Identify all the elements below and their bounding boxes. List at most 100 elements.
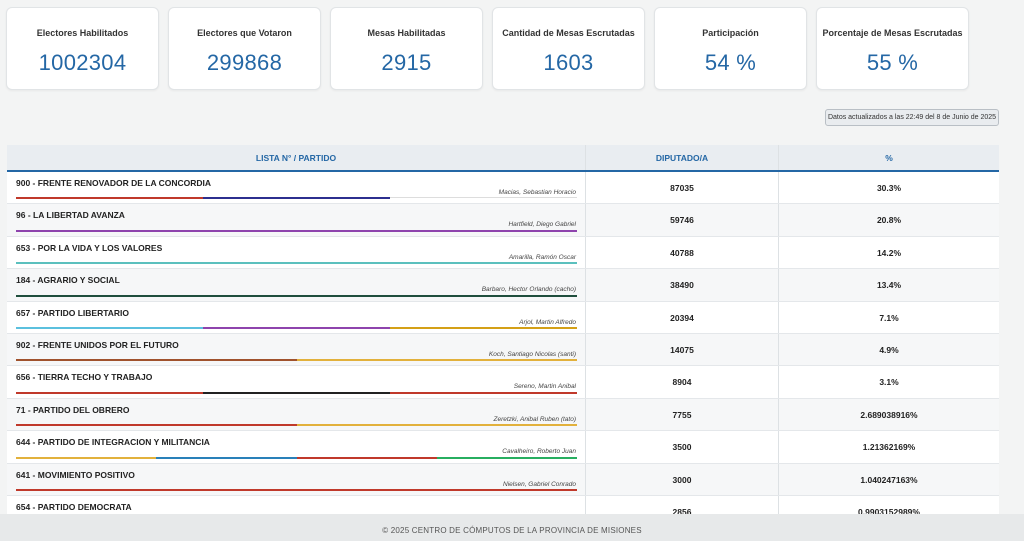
stat-card-participacion: Participación 54 % xyxy=(654,7,807,90)
stat-value: 1603 xyxy=(543,50,594,75)
stat-value: 299868 xyxy=(206,50,283,75)
color-segment xyxy=(16,359,297,362)
color-segment xyxy=(296,424,577,427)
votes-cell: 59746 xyxy=(586,204,779,236)
color-segment xyxy=(390,326,577,329)
percent-cell: 14.2% xyxy=(876,247,902,258)
party-name: 657 - PARTIDO LIBERTARIO xyxy=(16,307,130,318)
party-name: 900 - FRENTE RENOVADOR DE LA CONCORDIA xyxy=(16,178,212,188)
party-color-bar xyxy=(16,488,577,491)
table-row: 184 - AGRARIO Y SOCIAL Barbaro, Hector Or… xyxy=(7,269,999,302)
party-color-bar xyxy=(16,262,577,265)
percent-cell: 3.1% xyxy=(879,377,899,388)
color-segment xyxy=(16,391,203,394)
color-segment xyxy=(296,456,437,459)
color-segment xyxy=(436,456,577,459)
votes-cell: 87035 xyxy=(586,172,779,204)
percent-cell: 4.9% xyxy=(879,344,899,355)
party-color-bar xyxy=(16,326,577,329)
candidate-name: Koch, Santiago Nicolas (santi) xyxy=(488,350,576,358)
party-name: 654 - PARTIDO DEMOCRATA xyxy=(16,501,132,512)
candidate-name: Nielsen, Gabriel Conrado xyxy=(503,480,576,488)
header-diputado: DIPUTADO/A xyxy=(586,145,779,170)
color-segment xyxy=(16,424,297,427)
party-name: 656 - TIERRA TECHO Y TRABAJO xyxy=(16,372,153,383)
votes-cell: 40788 xyxy=(586,236,779,269)
candidate-name: Sereno, Martin Anibal xyxy=(513,383,576,391)
color-segment xyxy=(16,326,203,329)
candidate-name: Cavalheiro, Roberto Juan xyxy=(502,448,576,456)
party-cell: 657 - PARTIDO LIBERTARIO Arjol, Martin Al… xyxy=(7,301,586,333)
votes-cell: 8904 xyxy=(586,366,779,398)
stat-card-mesas-habilitadas: Mesas Habilitadas 2915 xyxy=(330,7,483,90)
party-name: 71 - PARTIDO DEL OBRERO xyxy=(16,404,130,415)
update-timestamp-badge: Datos actualizados a las 22:49 del 8 de … xyxy=(825,109,999,126)
party-cell: 900 - FRENTE RENOVADOR DE LA CONCORDIA Ma… xyxy=(7,172,586,204)
votes-cell: 3000 xyxy=(586,463,779,495)
votes-cell: 7755 xyxy=(586,398,779,431)
candidate-name: Hartfield, Diego Gabriel xyxy=(508,221,576,229)
table-row: 656 - TIERRA TECHO Y TRABAJO Sereno, Mart… xyxy=(7,366,999,399)
table-row: 653 - POR LA VIDA Y LOS VALORES Amarilla,… xyxy=(7,236,999,270)
votes-cell: 38490 xyxy=(586,269,779,301)
party-name: 641 - MOVIMIENTO POSITIVO xyxy=(16,469,135,480)
color-segment xyxy=(203,391,390,394)
stat-value: 1002304 xyxy=(38,50,127,75)
votes-cell: 20394 xyxy=(586,301,779,333)
table-row: 641 - MOVIMIENTO POSITIVO Nielsen, Gabrie… xyxy=(7,463,999,496)
party-name: 902 - FRENTE UNIDOS POR EL FUTURO xyxy=(16,339,179,350)
party-cell: 184 - AGRARIO Y SOCIAL Barbaro, Hector Or… xyxy=(7,269,586,301)
table-row: 644 - PARTIDO DE INTEGRACION Y MILITANCI… xyxy=(7,431,999,464)
color-segment xyxy=(296,359,577,362)
percent-cell: 13.4% xyxy=(876,280,902,291)
color-segment xyxy=(16,262,577,265)
table-row: 657 - PARTIDO LIBERTARIO Arjol, Martin Al… xyxy=(7,301,999,334)
stat-card-mesas-escrutadas: Cantidad de Mesas Escrutadas 1603 xyxy=(492,7,645,90)
percent-cell: 20.8% xyxy=(876,215,902,226)
stat-label: Mesas Habilitadas xyxy=(367,28,446,38)
party-color-bar xyxy=(16,456,577,459)
party-cell: 644 - PARTIDO DE INTEGRACION Y MILITANCI… xyxy=(7,431,586,463)
table-body: 900 - FRENTE RENOVADOR DE LA CONCORDIA Ma… xyxy=(7,172,999,514)
votes-cell: 14075 xyxy=(586,333,779,366)
percent-cell: 30.3% xyxy=(876,183,902,193)
party-color-bar xyxy=(16,229,577,232)
stat-value: 55 % xyxy=(866,50,919,75)
party-color-bar xyxy=(16,391,577,394)
table-row: 96 - LA LIBERTAD AVANZA Hartfield, Diego … xyxy=(7,204,999,237)
color-segment xyxy=(203,326,390,329)
color-segment xyxy=(16,229,577,232)
color-segment xyxy=(390,391,577,394)
percent-cell: 7.1% xyxy=(879,312,899,323)
table-row: 71 - PARTIDO DEL OBRERO Zeretzki, Anibal … xyxy=(7,398,999,432)
percent-cell: 1.21362169% xyxy=(862,442,916,453)
stat-card-electores-habilitados: Electores Habilitados 1002304 xyxy=(6,7,159,90)
percent-cell: 0.9903152989% xyxy=(858,506,920,514)
candidate-name: Arjol, Martin Alfredo xyxy=(519,318,576,326)
stat-value: 2915 xyxy=(381,50,432,75)
color-segment xyxy=(390,197,577,200)
stat-label: Cantidad de Mesas Escrutadas xyxy=(502,28,635,38)
stat-label: Electores que Votaron xyxy=(197,28,292,38)
table-header: LISTA N° / PARTIDO DIPUTADO/A % xyxy=(7,145,999,172)
color-segment xyxy=(16,294,577,297)
party-cell: 71 - PARTIDO DEL OBRERO Zeretzki, Anibal … xyxy=(7,398,586,431)
party-color-bar xyxy=(16,359,577,362)
stat-card-porcentaje-mesas: Porcentaje de Mesas Escrutadas 55 % xyxy=(816,7,969,90)
table-row: 900 - FRENTE RENOVADOR DE LA CONCORDIA Ma… xyxy=(7,172,999,205)
stat-card-electores-votaron: Electores que Votaron 299868 xyxy=(168,7,321,90)
party-cell: 902 - FRENTE UNIDOS POR EL FUTURO Koch, S… xyxy=(7,333,586,366)
party-cell: 641 - MOVIMIENTO POSITIVO Nielsen, Gabrie… xyxy=(7,463,586,495)
party-cell: 96 - LA LIBERTAD AVANZA Hartfield, Diego … xyxy=(7,204,586,236)
party-cell: 654 - PARTIDO DEMOCRATA xyxy=(7,495,586,514)
header-percent: % xyxy=(885,153,893,163)
stat-label: Participación xyxy=(702,28,759,38)
percent-cell: 1.040247163% xyxy=(860,474,918,485)
party-cell: 653 - POR LA VIDA Y LOS VALORES Amarilla,… xyxy=(7,236,586,269)
party-color-bar xyxy=(16,424,577,427)
results-table: LISTA N° / PARTIDO DIPUTADO/A % 900 - FR… xyxy=(7,145,999,514)
footer-copyright: © 2025 CENTRO DE CÓMPUTOS DE LA PROVINCI… xyxy=(0,514,1024,541)
color-segment xyxy=(16,197,203,200)
color-segment xyxy=(16,488,577,491)
votes-cell: 2856 xyxy=(586,495,779,514)
